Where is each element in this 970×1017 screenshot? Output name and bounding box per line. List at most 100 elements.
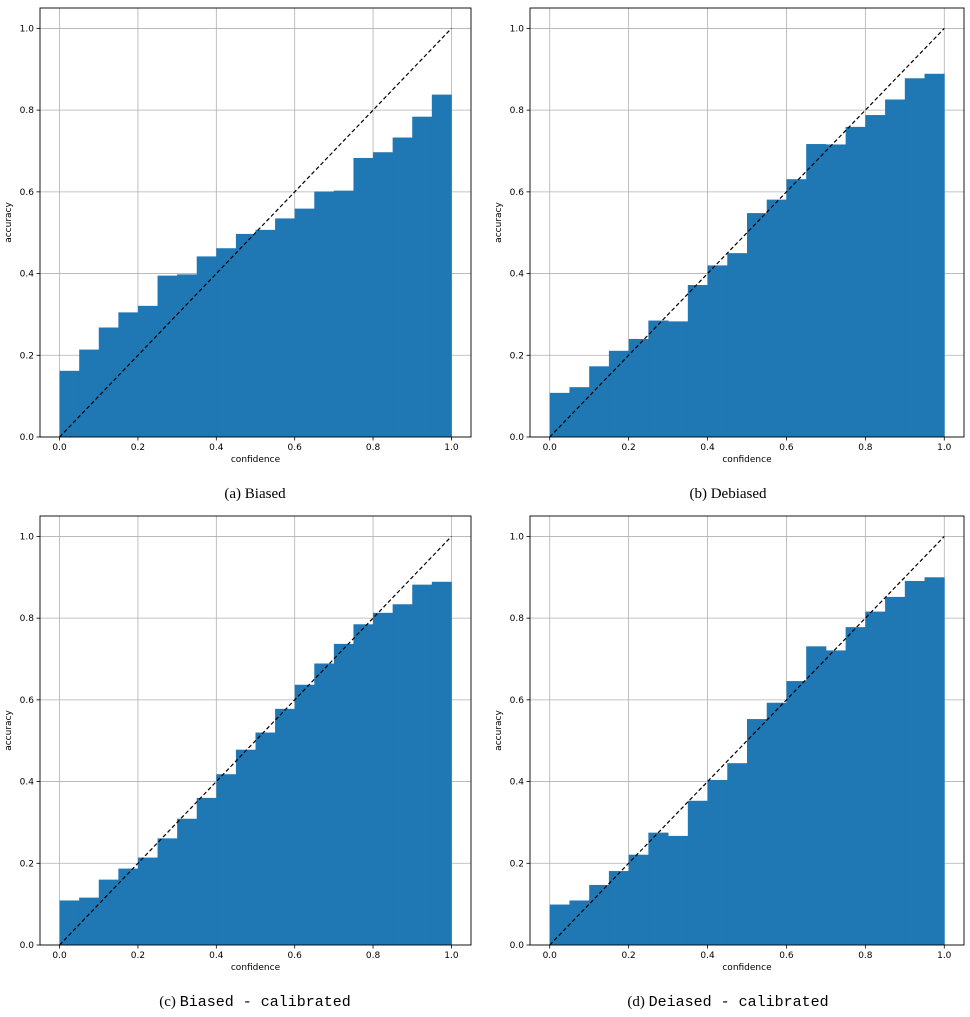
subfigure-caption: (b) Debiased — [689, 486, 767, 502]
y-tick-label: 0.2 — [20, 859, 34, 869]
bar — [589, 366, 610, 437]
bar — [157, 275, 178, 437]
x-axis-label: confidence — [722, 455, 772, 465]
bar — [549, 392, 570, 437]
y-tick-label: 0.2 — [510, 351, 524, 361]
caption-prefix: (a) — [224, 486, 244, 502]
y-tick-label: 0.4 — [510, 778, 525, 788]
subfigure-caption: (d) Deiased - calibrated — [627, 994, 828, 1011]
bar — [727, 763, 748, 945]
bar — [216, 774, 237, 945]
y-tick-label: 1.0 — [20, 532, 35, 542]
bar — [373, 152, 394, 437]
bar — [294, 684, 315, 945]
bar — [294, 208, 315, 437]
reference-diagonal-line — [549, 536, 945, 946]
bar — [845, 126, 866, 437]
bar — [924, 577, 945, 945]
x-tick-label: 0.2 — [131, 951, 145, 961]
bar — [825, 144, 847, 437]
x-tick-label: 0.0 — [52, 443, 67, 453]
y-tick-label: 0.4 — [20, 270, 35, 280]
x-tick-label: 0.6 — [779, 443, 794, 453]
reference-diagonal-line — [549, 28, 945, 438]
bar — [59, 900, 80, 945]
bar — [412, 116, 433, 438]
axes-frame — [529, 7, 965, 438]
bar — [766, 199, 787, 437]
y-tick-label: 0.0 — [20, 941, 35, 951]
bar — [806, 646, 827, 945]
bars — [59, 581, 452, 945]
bar — [707, 779, 728, 945]
bar — [628, 854, 649, 945]
y-tick-label: 0.4 — [510, 270, 525, 280]
bar — [255, 732, 276, 945]
bar — [668, 835, 689, 945]
reference-diagonal-line — [59, 28, 452, 438]
x-tick-label: 0.6 — [288, 443, 303, 453]
x-axis-label: confidence — [231, 963, 281, 973]
bar — [786, 179, 807, 438]
x-tick-label: 1.0 — [444, 951, 459, 961]
bar — [687, 800, 708, 945]
bar — [747, 719, 768, 945]
bar — [845, 627, 866, 945]
y-tick-label: 0.6 — [20, 188, 35, 198]
bar — [392, 604, 413, 945]
bar — [648, 832, 669, 945]
bar — [608, 871, 630, 945]
bar — [98, 327, 119, 437]
x-tick-label: 0.8 — [858, 443, 873, 453]
bar — [373, 612, 394, 945]
chart-panel-3: 0.0 0.2 0.4 0.6 0.8 1.0 0.0 0.2 0.4 0.6 0.8 1.0 conf… — [4, 515, 472, 1011]
bar — [608, 350, 630, 437]
bar — [177, 274, 198, 437]
bar — [786, 681, 807, 945]
y-tick-label: 0.8 — [510, 106, 525, 116]
bar — [235, 749, 256, 945]
caption-prefix: (c) — [159, 994, 179, 1010]
bar — [648, 320, 669, 437]
bar — [177, 818, 198, 945]
y-tick-label: 0.2 — [20, 351, 34, 361]
bar — [549, 904, 570, 945]
x-tick-label: 0.4 — [209, 951, 224, 961]
bar — [904, 580, 925, 945]
bar — [275, 218, 296, 437]
x-tick-label: 0.6 — [779, 951, 794, 961]
caption-text: Debiased — [711, 486, 767, 502]
caption-prefix: (d) — [627, 994, 648, 1010]
bars — [549, 73, 945, 438]
y-tick-label: 0.8 — [20, 614, 35, 624]
bar — [668, 321, 689, 437]
x-tick-label: 0.2 — [621, 443, 635, 453]
bar — [747, 213, 768, 437]
bar — [275, 708, 296, 945]
chart-panel-4: 0.0 0.2 0.4 0.6 0.8 1.0 0.0 0.2 0.4 0.6 0.8 1.0 conf… — [494, 515, 965, 1011]
x-tick-label: 0.2 — [621, 951, 635, 961]
bar — [314, 191, 335, 437]
bar — [353, 157, 374, 437]
bar — [333, 190, 354, 437]
bar — [333, 643, 354, 945]
bar — [589, 884, 610, 945]
axes-frame — [529, 515, 965, 946]
subfigure-caption: (a) Biased — [224, 486, 286, 502]
y-tick-label: 0.0 — [510, 433, 525, 443]
y-tick-label: 0.0 — [20, 433, 35, 443]
y-tick-label: 0.8 — [20, 106, 35, 116]
y-tick-label: 0.0 — [510, 941, 525, 951]
bar — [865, 611, 886, 945]
y-tick-label: 0.4 — [20, 778, 35, 788]
x-tick-label: 0.0 — [52, 951, 67, 961]
axes-frame — [39, 515, 472, 946]
bars — [59, 94, 452, 438]
caption-text: Biased - calibrated — [180, 994, 351, 1011]
bar — [727, 253, 748, 437]
axes-frame — [39, 7, 472, 438]
y-tick-label: 0.6 — [20, 696, 35, 706]
caption-prefix: (b) — [689, 486, 710, 502]
bar — [431, 581, 452, 945]
y-tick-label: 1.0 — [510, 24, 525, 34]
